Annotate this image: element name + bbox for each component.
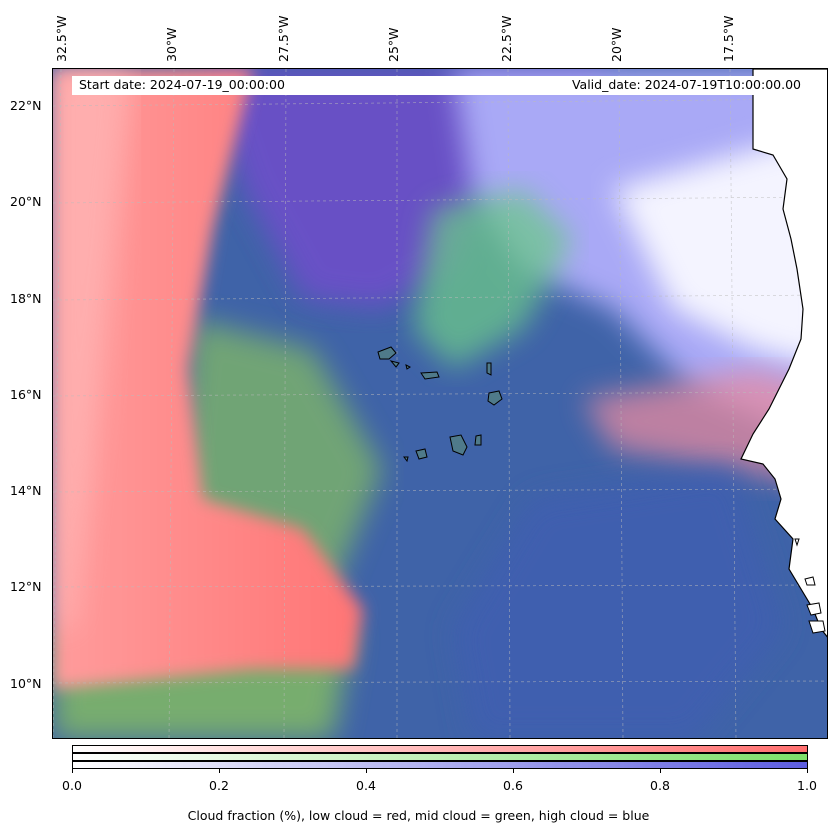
lat-label-16n: 16°N: [10, 387, 42, 402]
cloud-fraction-map: [53, 69, 827, 738]
lon-label-32-5w: 32.5°W: [54, 15, 69, 62]
colorbar-caption: Cloud fraction (%), low cloud = red, mid…: [187, 808, 650, 823]
colorbar-tick-1: 1.0: [797, 778, 817, 793]
colorbar-low-cloud: [72, 745, 808, 753]
graticule: [53, 69, 827, 738]
colorbar-tickmark: [660, 769, 661, 773]
colorbar-tickmark: [807, 769, 808, 773]
lon-label-17-5w: 17.5°W: [721, 15, 736, 62]
colorbar-tick-0: 0.0: [62, 778, 82, 793]
colorbar-tickmark: [513, 769, 514, 773]
lat-label-22n: 22°N: [10, 98, 42, 113]
lon-label-25w: 25°W: [386, 27, 401, 62]
start-date-label: Start date: 2024-07-19_00:00:00: [79, 77, 285, 92]
lon-label-20w: 20°W: [609, 27, 624, 62]
colorbar-tick-0-6: 0.6: [503, 778, 523, 793]
colorbar-tickmark: [366, 769, 367, 773]
colorbar-tick-0-4: 0.4: [356, 778, 376, 793]
lat-label-18n: 18°N: [10, 291, 42, 306]
valid-date-label: Valid_date: 2024-07-19T10:00:00.00: [571, 77, 801, 92]
colorbar-tickmark: [219, 769, 220, 773]
lon-label-30w: 30°W: [164, 27, 179, 62]
low-cloud-sheet-west: [53, 69, 363, 689]
map-panel: [52, 68, 828, 739]
coastal-islands: [794, 538, 826, 634]
lat-label-12n: 12°N: [10, 579, 42, 594]
lat-label-20n: 20°N: [10, 194, 42, 209]
white-cloud-deck: [613, 129, 827, 369]
lon-label-27-5w: 27.5°W: [276, 15, 291, 62]
lat-label-14n: 14°N: [10, 483, 42, 498]
lon-label-22-5w: 22.5°W: [499, 15, 514, 62]
colorbar-tickmark: [72, 769, 73, 773]
mid-cloud-band-central: [413, 189, 573, 369]
high-cloud-area-southeast: [453, 469, 783, 738]
date-banner: Start date: 2024-07-19_00:00:00 Valid_da…: [72, 76, 808, 95]
colorbar-high-cloud: [72, 761, 808, 769]
colorbar-tick-0-8: 0.8: [650, 778, 670, 793]
colorbar-tick-0-2: 0.2: [209, 778, 229, 793]
lat-label-10n: 10°N: [10, 676, 42, 691]
low-cloud-thin-edge: [53, 69, 133, 629]
cape-verde-islands: [377, 346, 503, 463]
colorbar-mid-cloud: [72, 753, 808, 761]
